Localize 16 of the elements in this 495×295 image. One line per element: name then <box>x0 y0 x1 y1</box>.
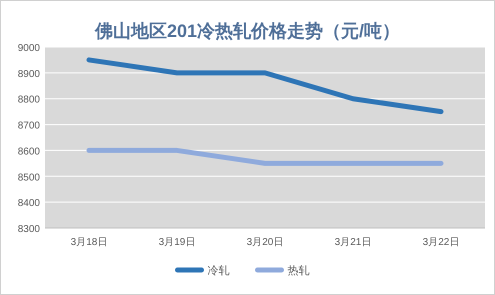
x-tick-label: 3月18日 <box>70 237 108 248</box>
y-tick-label: 8600 <box>18 146 40 158</box>
y-tick-label: 9000 <box>18 43 40 54</box>
legend-label: 冷轧 <box>208 265 230 277</box>
x-tick-label: 3月19日 <box>158 237 196 248</box>
y-tick-label: 8300 <box>18 224 40 235</box>
x-tick-label: 3月22日 <box>422 237 460 248</box>
legend-label: 热轧 <box>288 265 310 277</box>
x-tick-label: 3月20日 <box>246 237 284 248</box>
y-tick-label: 8800 <box>18 94 40 106</box>
y-tick-label: 8400 <box>18 198 40 210</box>
chart-title: 佛山地区201冷热轧价格走势（元/吨） <box>94 21 400 41</box>
x-tick-label: 3月21日 <box>334 237 372 248</box>
y-tick-label: 8900 <box>18 68 40 80</box>
y-tick-label: 8500 <box>18 172 40 184</box>
y-tick-label: 8700 <box>18 120 40 132</box>
